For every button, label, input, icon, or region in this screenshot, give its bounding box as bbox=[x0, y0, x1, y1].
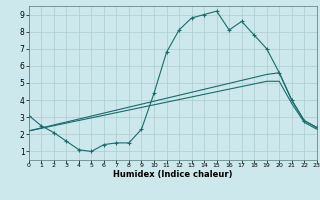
X-axis label: Humidex (Indice chaleur): Humidex (Indice chaleur) bbox=[113, 170, 233, 179]
